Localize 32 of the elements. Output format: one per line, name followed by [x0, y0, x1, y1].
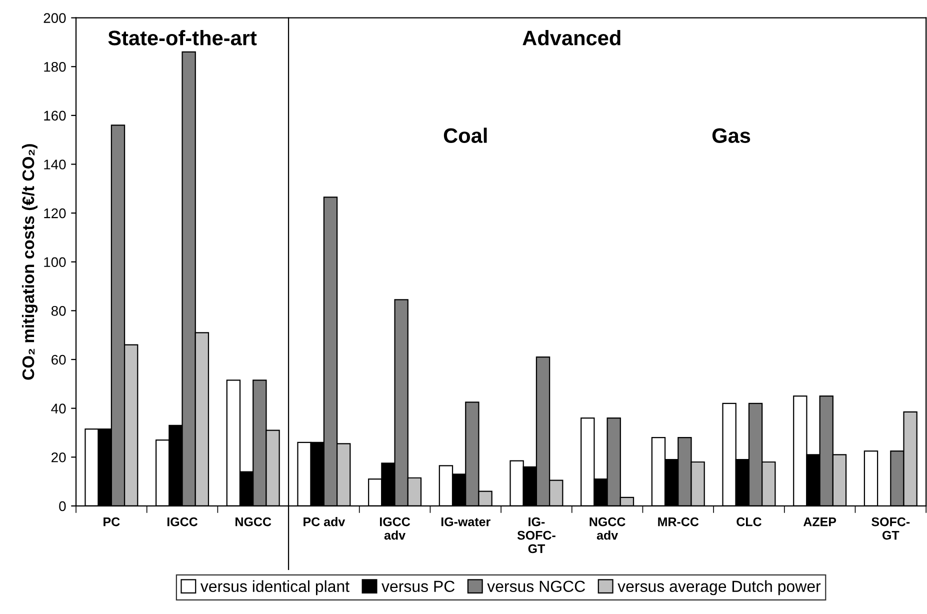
y-tick-label: 0: [59, 501, 66, 512]
x-tick-label: IG- SOFC- GT: [517, 517, 556, 554]
x-tick-label: PC adv: [304, 517, 346, 526]
x-tick-label: AZEP: [803, 518, 836, 526]
legend-label: versus average Dutch power: [618, 580, 821, 596]
legend-label: versus NGCC: [487, 580, 586, 592]
annotation: Advanced: [522, 30, 620, 46]
annotation: State-of-the-art: [108, 30, 257, 46]
x-tick-label: IG-water: [441, 517, 490, 526]
x-tick-label: CLC: [736, 517, 762, 526]
y-tick-label: 180: [44, 62, 66, 72]
y-tick-label: 100: [44, 257, 66, 268]
annotation: Gas: [712, 128, 750, 143]
y-tick-label: 40: [51, 404, 66, 414]
y-tick-label: 60: [52, 354, 66, 365]
x-tick-label: NGCC adv: [590, 517, 626, 540]
x-tick-label: PC: [104, 517, 120, 526]
y-axis-title: CO₂ mitigation costs (€/t CO₂): [22, 144, 38, 380]
x-tick-label: MR-CC: [658, 517, 699, 526]
x-tick-label: SOFC- GT: [872, 517, 910, 540]
legend-label: versus PC: [382, 580, 455, 592]
y-tick-label: 20: [52, 452, 66, 462]
y-tick-label: 200: [44, 13, 66, 23]
legend-label: versus identical plant: [200, 580, 350, 596]
y-tick-label: 80: [51, 306, 66, 316]
y-tick-label: 120: [44, 208, 66, 218]
y-tick-label: 140: [44, 160, 66, 170]
x-tick-label: IGCC adv: [380, 517, 410, 540]
annotation: Coal: [444, 128, 487, 143]
y-tick-label: 160: [44, 110, 66, 121]
x-tick-label: IGCC: [167, 517, 198, 526]
x-tick-label: NGCC: [236, 517, 272, 526]
